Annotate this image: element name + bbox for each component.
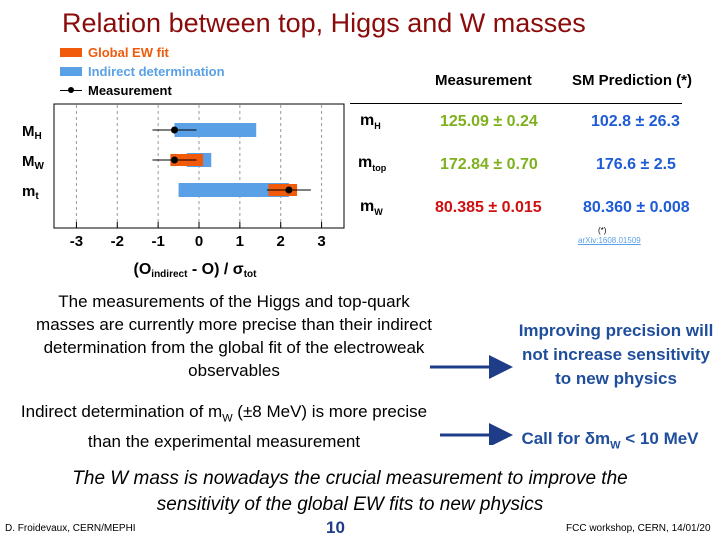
tick-label: -2 <box>111 233 124 250</box>
legend-global-fit: Global EW fit <box>60 45 169 60</box>
prediction-mw: 80.360 ± 0.008 <box>583 199 690 216</box>
paragraph-measurements: The measurements of the Higgs and top-qu… <box>36 292 432 380</box>
legend-swatch-red <box>60 48 82 57</box>
tick-label: -3 <box>70 233 83 250</box>
row-label: MW <box>22 153 45 172</box>
tick-label: 0 <box>195 233 203 250</box>
arxiv-reference-link[interactable]: arXiv:1608.01509 <box>578 236 641 245</box>
pull-plot: MH MW mt -3 -2 -1 0 1 2 3 (Oindirect - O) / σtot <box>22 103 345 280</box>
legend-swatch-blue <box>60 67 82 76</box>
tick-label: 3 <box>317 233 325 250</box>
legend-label: Measurement <box>88 83 172 98</box>
tick-label: 2 <box>277 233 285 250</box>
plot-rows: MH MW mt <box>22 123 311 202</box>
measurement-point <box>285 186 293 194</box>
quantity-mw: mW <box>360 198 383 218</box>
quantity-mh: mH <box>360 112 381 132</box>
indirect-bar <box>178 183 289 197</box>
table-divider <box>350 103 682 104</box>
prediction-mtop: 176.6 ± 2.5 <box>596 156 676 173</box>
measurement-mh: 125.09 ± 0.24 <box>440 113 538 130</box>
row-label: mt <box>22 183 39 202</box>
text-call-for-dmw: Call for δmW < 10 MeV <box>521 429 699 452</box>
legend-measurement-marker <box>60 86 82 95</box>
legend-label: Global EW fit <box>88 45 169 60</box>
paragraph-indirect: Indirect determination of mW (±8 MeV) is… <box>20 402 428 452</box>
legend-indirect: Indirect determination <box>60 64 225 79</box>
footer-author: D. Froidevaux, CERN/MEPHI <box>5 523 136 534</box>
table-header-measurement: Measurement <box>435 72 532 89</box>
prediction-mh: 102.8 ± 26.3 <box>591 113 680 130</box>
slide-title: Relation between top, Higgs and W masses <box>62 8 586 38</box>
measurement-point <box>170 126 178 134</box>
arrows <box>430 355 513 445</box>
plot-ticks: -3 -2 -1 0 1 2 3 <box>70 222 326 250</box>
x-axis-label: (Oindirect - O) / σtot <box>134 261 258 280</box>
row-label: MH <box>22 123 42 142</box>
tick-label: -1 <box>151 233 164 250</box>
measurement-mw: 80.385 ± 0.015 <box>435 199 542 216</box>
tick-label: 1 <box>236 233 244 250</box>
quantity-mtop: mtop <box>358 154 387 174</box>
indirect-bar <box>174 123 257 137</box>
page-number: 10 <box>326 518 345 537</box>
table-header-prediction: SM Prediction (*) <box>572 72 693 89</box>
measurement-point <box>170 156 178 164</box>
legend-measurement: Measurement <box>60 83 172 98</box>
measurement-mtop: 172.84 ± 0.70 <box>440 156 538 173</box>
footer-event: FCC workshop, CERN, 14/01/20 <box>566 523 711 534</box>
footnote-marker: (*) <box>598 226 607 235</box>
legend-label: Indirect determination <box>88 64 225 79</box>
text-improving-precision: Improving precision will not increase se… <box>518 321 714 388</box>
conclusion-text: The W mass is nowadays the crucial measu… <box>72 468 628 515</box>
